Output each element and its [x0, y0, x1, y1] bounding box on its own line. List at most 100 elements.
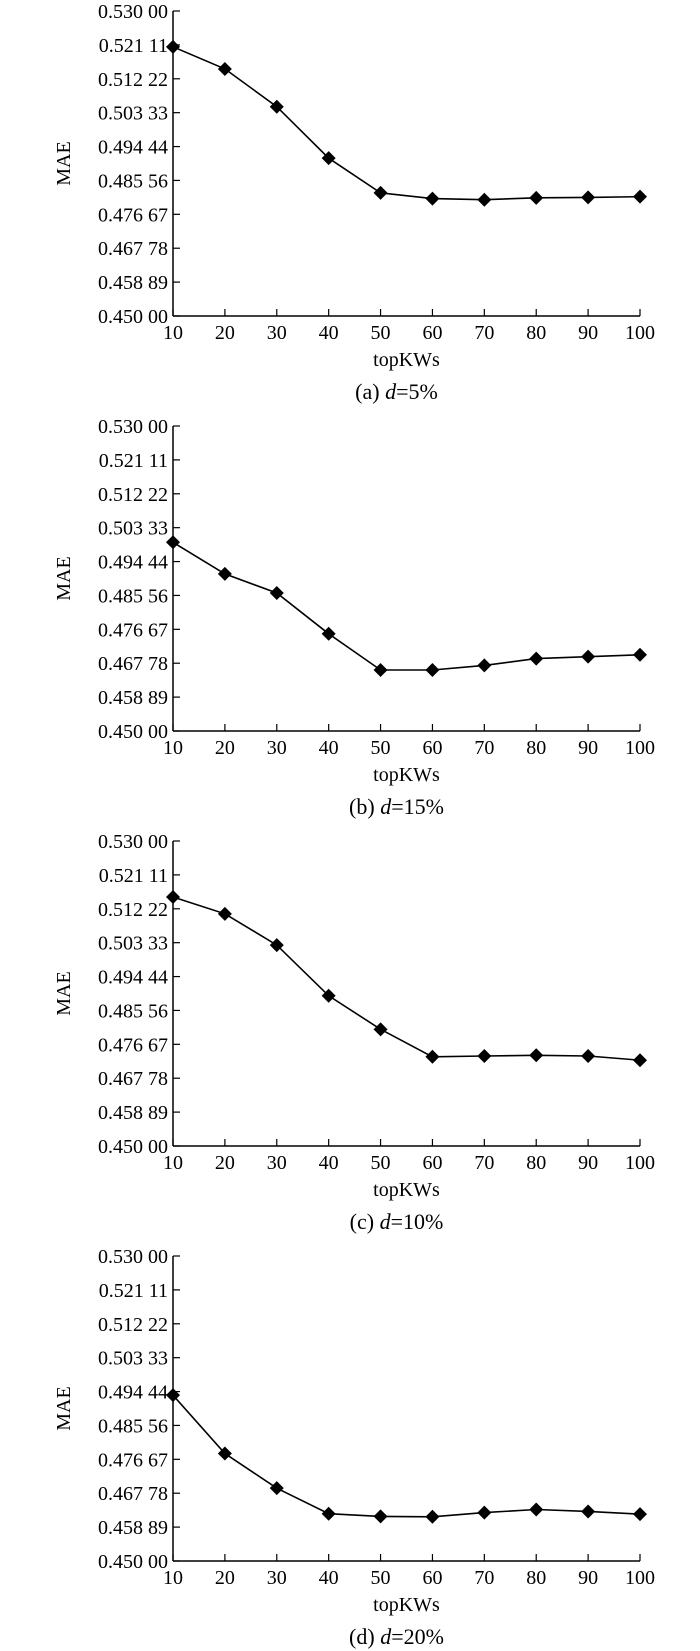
- chart-3-x-tick-label: 30: [267, 1567, 287, 1589]
- chart-3-data-point: [269, 1481, 284, 1496]
- chart-2-data-point: [477, 1049, 492, 1064]
- chart-3-x-tick-label: 50: [371, 1567, 391, 1589]
- chart-2-y-tick-label: 0.494 44: [98, 967, 168, 989]
- chart-2-data-point: [581, 1049, 596, 1064]
- chart-3-x-tick-label: 80: [526, 1567, 546, 1589]
- chart-3-x-tick-label: 10: [163, 1567, 183, 1589]
- chart-0-data-point: [425, 191, 440, 206]
- chart-2-data-point: [529, 1048, 544, 1063]
- chart-0-y-tick-label: 0.458 89: [98, 272, 168, 294]
- chart-0-y-axis-label: MAE: [53, 141, 75, 185]
- chart-0-x-tick-label: 40: [319, 322, 339, 344]
- chart-0-x-tick-label: 90: [578, 322, 598, 344]
- chart-3-y-tick-label: 0.467 78: [98, 1483, 168, 1505]
- chart-0-data-point: [269, 99, 284, 114]
- chart-3-data-point: [321, 1506, 336, 1521]
- chart-1-caption-variable: d: [380, 794, 392, 819]
- chart-3-y-tick-label: 0.521 11: [99, 1280, 168, 1302]
- chart-2-y-tick-label: 0.521 11: [99, 865, 168, 887]
- chart-3-caption-prefix: (d): [349, 1624, 380, 1649]
- chart-0-x-tick-label: 20: [215, 322, 235, 344]
- chart-1-y-tick-label: 0.503 33: [98, 518, 168, 540]
- chart-2-x-tick-label: 40: [319, 1152, 339, 1174]
- chart-1-x-tick-label: 100: [625, 737, 655, 759]
- chart-3-y-tick-label: 0.450 00: [98, 1551, 168, 1573]
- chart-0-y-tick-label: 0.521 11: [99, 35, 168, 57]
- chart-1-caption: (b) d=15%: [349, 794, 444, 819]
- chart-1-x-tick-label: 20: [215, 737, 235, 759]
- chart-2-y-tick-label: 0.458 89: [98, 1102, 168, 1124]
- chart-2-y-tick-label: 0.476 67: [98, 1034, 168, 1056]
- chart-1-x-tick-label: 90: [578, 737, 598, 759]
- chart-0-data-point: [633, 189, 647, 204]
- chart-0-caption-variable: d: [385, 379, 397, 404]
- chart-3-data-point: [477, 1505, 492, 1520]
- chart-1-x-tick-label: 70: [474, 737, 494, 759]
- chart-0-data-point: [166, 39, 180, 54]
- chart-panel-c: 0.450 00 0.458 89 0.467 78 0.476 67 0.485 56…: [53, 831, 655, 1234]
- chart-1-x-tick-label: 80: [526, 737, 546, 759]
- chart-1-data-point: [166, 535, 180, 550]
- chart-2-data-point: [166, 890, 180, 905]
- chart-1-x-axis-label: topKWs: [373, 764, 440, 786]
- chart-1-y-tick-label: 0.512 22: [98, 484, 168, 506]
- chart-panel-b: 0.450 00 0.458 89 0.467 78 0.476 67 0.485 56…: [53, 416, 655, 819]
- chart-3-y-tick-label: 0.476 67: [98, 1449, 168, 1471]
- chart-0-y-tick-label: 0.467 78: [98, 238, 168, 260]
- chart-3-data-point: [217, 1446, 232, 1461]
- chart-2-caption: (c) d=10%: [350, 1209, 444, 1234]
- chart-3-x-tick-label: 100: [625, 1567, 655, 1589]
- chart-0-series-line: [172, 46, 641, 201]
- chart-2-series-line: [172, 896, 641, 1061]
- chart-panel-d: 0.450 00 0.458 89 0.467 78 0.476 67 0.485 56…: [53, 1246, 655, 1649]
- chart-0-x-tick-label: 30: [267, 322, 287, 344]
- chart-1-data-point: [321, 626, 336, 641]
- chart-0-caption-prefix: (a): [355, 379, 385, 404]
- chart-1-data-point: [581, 649, 596, 664]
- chart-0-x-axis-label: topKWs: [373, 349, 440, 371]
- chart-2-y-tick-label: 0.485 56: [98, 1000, 168, 1022]
- chart-2-caption-variable: d: [380, 1209, 392, 1234]
- chart-2-data-point: [217, 906, 232, 921]
- chart-3-y-axis-label: MAE: [53, 1386, 75, 1430]
- chart-0-y-tick-label: 0.530 00: [98, 1, 168, 23]
- chart-1-y-tick-label: 0.476 67: [98, 619, 168, 641]
- chart-3-x-axis-label: topKWs: [373, 1594, 440, 1616]
- chart-1-y-tick-label: 0.458 89: [98, 687, 168, 709]
- chart-0-y-tick-label: 0.512 22: [98, 69, 168, 91]
- chart-2-x-tick-label: 20: [215, 1152, 235, 1174]
- chart-1-data-point: [269, 585, 284, 600]
- chart-2-y-axis-label: MAE: [53, 971, 75, 1015]
- chart-3-y-tick-label: 0.503 33: [98, 1348, 168, 1370]
- chart-3-caption-variable: d: [380, 1624, 392, 1649]
- chart-2-data-point: [269, 938, 284, 953]
- chart-1-y-tick-label: 0.450 00: [98, 721, 168, 743]
- chart-3-y-tick-label: 0.485 56: [98, 1415, 168, 1437]
- chart-3-y-tick-label: 0.530 00: [98, 1246, 168, 1268]
- chart-0-data-point: [321, 151, 336, 166]
- chart-2-x-tick-label: 60: [422, 1152, 442, 1174]
- chart-2-y-tick-label: 0.512 22: [98, 899, 168, 921]
- chart-3-x-tick-label: 90: [578, 1567, 598, 1589]
- chart-3-y-tick-label: 0.458 89: [98, 1517, 168, 1539]
- chart-1-caption-prefix: (b): [349, 794, 380, 819]
- chart-3-data-point: [581, 1504, 596, 1519]
- chart-0-y-tick-label: 0.485 56: [98, 170, 168, 192]
- chart-2-x-tick-label: 70: [474, 1152, 494, 1174]
- chart-1-x-tick-label: 40: [319, 737, 339, 759]
- chart-0-y-tick-label: 0.494 44: [98, 137, 168, 159]
- chart-1-data-point: [477, 658, 492, 673]
- chart-2-y-tick-label: 0.450 00: [98, 1136, 168, 1158]
- chart-3-data-point: [529, 1502, 544, 1517]
- chart-1-data-point: [217, 566, 232, 581]
- chart-0-y-tick-label: 0.503 33: [98, 103, 168, 125]
- chart-0-data-point: [529, 190, 544, 205]
- chart-2-x-tick-label: 30: [267, 1152, 287, 1174]
- chart-0-data-point: [477, 192, 492, 207]
- chart-2-data-point: [373, 1022, 388, 1037]
- chart-0-data-point: [373, 185, 388, 200]
- chart-2-x-tick-label: 10: [163, 1152, 183, 1174]
- chart-1-x-tick-label: 60: [422, 737, 442, 759]
- chart-0-x-tick-label: 50: [371, 322, 391, 344]
